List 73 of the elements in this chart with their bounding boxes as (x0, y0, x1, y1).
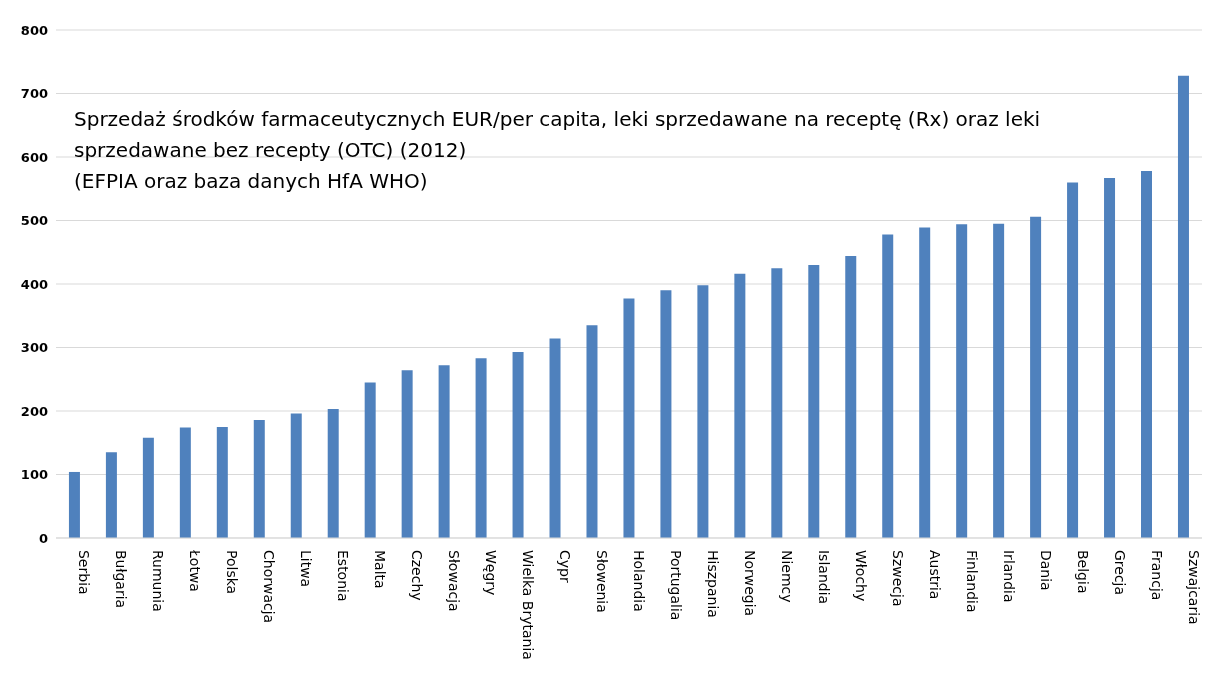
x-tick-label: Austria (926, 550, 943, 600)
x-tick-label: Serbia (76, 550, 93, 595)
text: (EFPIA oraz baza danych HfA WHO) (74, 168, 429, 195)
x-tick-label: Wielka Brytania (520, 550, 537, 660)
y-tick-label: 800 (20, 22, 48, 38)
bar (1177, 75, 1189, 538)
bar (549, 338, 561, 538)
x-tick-label: Rumunia (150, 550, 167, 612)
bar (660, 290, 672, 538)
x-tick-label: Cypr (557, 550, 574, 583)
x-tick-label: Szwecja (889, 550, 906, 607)
y-tick-label: 100 (20, 467, 48, 483)
bar (697, 285, 709, 538)
bar (475, 358, 487, 538)
bar (1030, 216, 1042, 538)
x-tick-label: Holandia (631, 550, 647, 612)
bar (364, 382, 376, 538)
x-tick-label: Szwajcaria (1185, 550, 1202, 625)
bar (401, 370, 413, 538)
bar (216, 426, 228, 538)
bar (845, 256, 857, 538)
y-tick-label: 300 (20, 340, 48, 356)
bar (734, 273, 746, 538)
bar (105, 452, 117, 538)
bar (179, 427, 191, 538)
x-tick-label: Irlandia (1000, 550, 1017, 603)
x-tick-label: Węgry (483, 550, 500, 596)
bar (993, 223, 1005, 538)
bar (290, 413, 302, 538)
bar (1104, 177, 1116, 538)
bar (771, 268, 783, 538)
bar (808, 264, 820, 538)
x-tick-label: Estonia (335, 550, 352, 602)
x-tick-label: Słowacja (446, 550, 463, 612)
text: Sprzedaż środków farmaceutycznych EUR/per capita, leki sprzedawane na receptę (Rx) oraz leki sprzedawane bez recepty (OTC) (2012) (74, 106, 1042, 164)
x-tick-label: Grecja (1111, 550, 1128, 596)
x-tick-label: Hiszpania (704, 550, 721, 618)
y-tick-label: 0 (38, 530, 48, 546)
x-tick-label: Islandia (815, 550, 832, 605)
bar (586, 325, 598, 538)
x-tick-label: Bułgaria (113, 550, 130, 609)
x-tick-label: Malta (372, 550, 389, 589)
bar (253, 419, 265, 538)
x-tick-label: Dania (1037, 550, 1054, 591)
y-tick-label: 400 (20, 276, 48, 292)
bar (1141, 170, 1152, 538)
x-tick-label: Niemcy (778, 550, 795, 603)
x-tick-label: Czechy (409, 550, 426, 601)
y-tick-label: 200 (20, 403, 48, 419)
bar (68, 471, 80, 538)
x-tick-label: Chorwacja (261, 550, 278, 624)
x-tick-label: Litwa (298, 550, 315, 588)
bar (1067, 182, 1079, 538)
x-tick-label: Francja (1148, 550, 1165, 601)
y-tick-label: 700 (20, 86, 48, 102)
x-tick-label: Belgia (1074, 550, 1091, 594)
bar (882, 234, 894, 538)
y-tick-label: 500 (20, 213, 48, 229)
x-tick-label: Polska (224, 550, 241, 595)
x-tick-label: Norwegia (741, 550, 758, 617)
bar (956, 224, 968, 538)
bar (438, 365, 450, 538)
bar (623, 298, 635, 538)
bar (327, 409, 339, 538)
bar (142, 437, 154, 538)
x-tick-label: Słowenia (594, 550, 611, 613)
x-tick-label: Włochy (852, 550, 869, 602)
x-tick-label: Finlandia (963, 550, 980, 613)
bar (919, 227, 931, 538)
bar (512, 351, 524, 538)
x-tick-label: Łotwa (187, 549, 204, 592)
y-tick-label: 600 (20, 149, 48, 165)
x-tick-label: Portugalia (667, 550, 684, 621)
